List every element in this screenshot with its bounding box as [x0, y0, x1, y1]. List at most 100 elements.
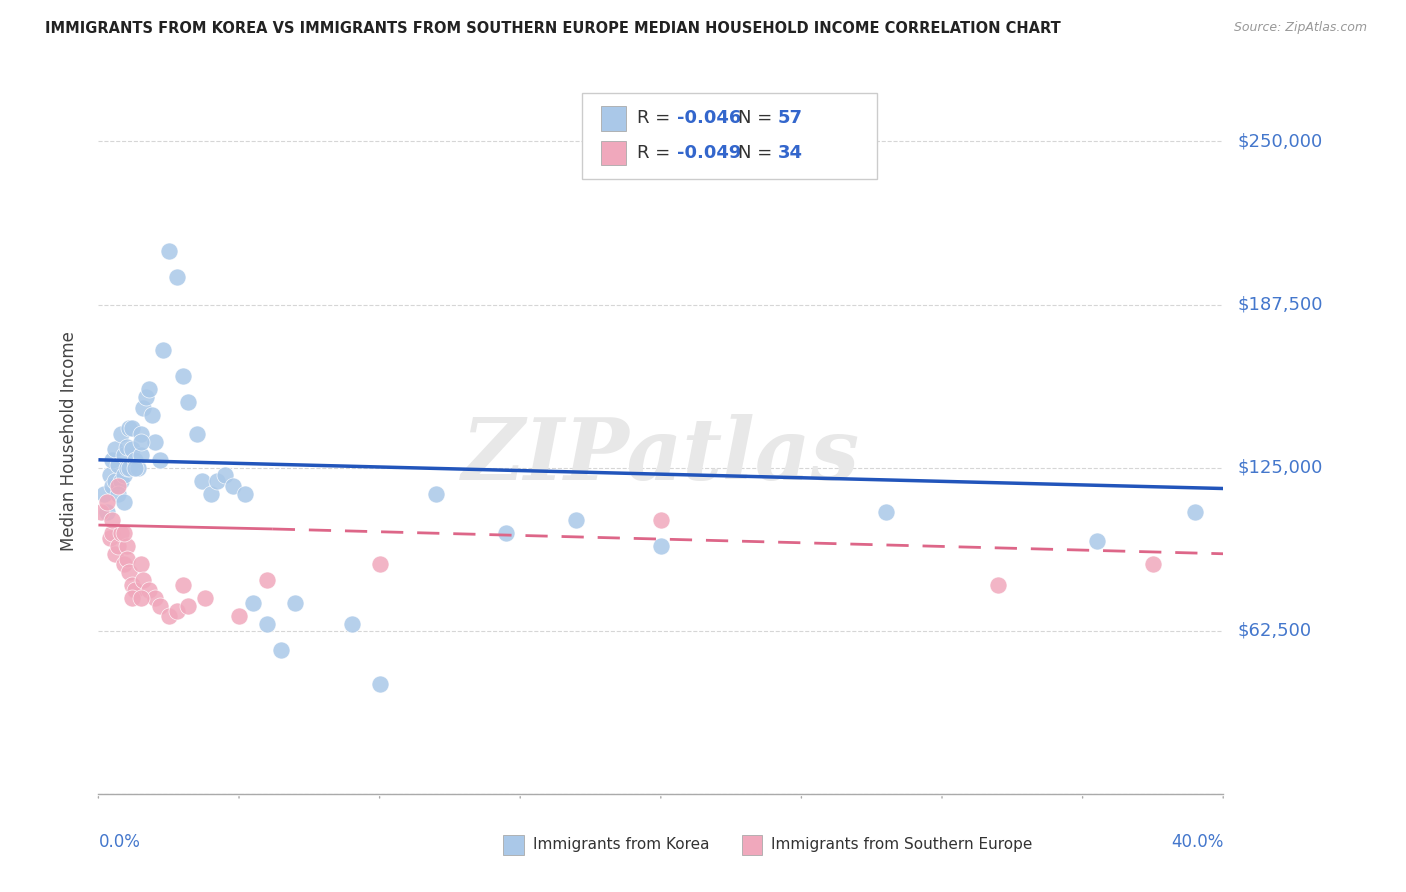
Point — [129, 448, 152, 462]
Text: R =: R = — [637, 110, 676, 128]
Point — [172, 578, 194, 592]
Text: 57: 57 — [778, 110, 803, 128]
Point — [172, 369, 194, 384]
Point — [149, 452, 172, 467]
Point — [340, 617, 363, 632]
Point — [425, 487, 447, 501]
Point — [143, 434, 166, 449]
Point — [93, 487, 115, 501]
Text: 34: 34 — [778, 145, 803, 162]
Point — [132, 401, 155, 415]
Text: $250,000: $250,000 — [1237, 132, 1323, 151]
Point — [112, 525, 135, 540]
Point — [118, 565, 141, 579]
Point — [112, 448, 135, 462]
Point — [124, 452, 146, 467]
Text: Source: ZipAtlas.com: Source: ZipAtlas.com — [1233, 21, 1367, 34]
Point — [214, 468, 236, 483]
Point — [368, 558, 391, 572]
Text: N =: N = — [738, 145, 779, 162]
Point — [121, 591, 143, 606]
Point — [1085, 533, 1108, 548]
Point — [987, 578, 1010, 592]
Point — [124, 460, 146, 475]
Point — [186, 426, 208, 441]
Text: 40.0%: 40.0% — [1171, 832, 1223, 851]
Point — [129, 434, 152, 449]
Point — [191, 474, 214, 488]
Point — [157, 609, 180, 624]
Point — [129, 591, 152, 606]
Point — [284, 596, 307, 610]
Point — [270, 643, 292, 657]
Text: IMMIGRANTS FROM KOREA VS IMMIGRANTS FROM SOUTHERN EUROPE MEDIAN HOUSEHOLD INCOME: IMMIGRANTS FROM KOREA VS IMMIGRANTS FROM… — [45, 21, 1060, 36]
Text: R =: R = — [637, 145, 676, 162]
Point — [166, 604, 188, 618]
Point — [132, 573, 155, 587]
Point — [115, 552, 138, 566]
Point — [110, 525, 132, 540]
Point — [129, 558, 152, 572]
Point — [256, 573, 278, 587]
Point — [149, 599, 172, 613]
Point — [110, 474, 132, 488]
Point — [565, 513, 588, 527]
Point — [110, 426, 132, 441]
Point — [1184, 505, 1206, 519]
Point — [1142, 558, 1164, 572]
Point — [138, 382, 160, 396]
Point — [112, 494, 135, 508]
Point — [650, 539, 672, 553]
Point — [177, 395, 200, 409]
Text: -0.046: -0.046 — [676, 110, 741, 128]
Text: -0.049: -0.049 — [676, 145, 741, 162]
Point — [194, 591, 217, 606]
Text: $187,500: $187,500 — [1237, 295, 1323, 313]
Point — [90, 505, 112, 519]
Text: 0.0%: 0.0% — [98, 832, 141, 851]
Y-axis label: Median Household Income: Median Household Income — [59, 332, 77, 551]
Bar — [602, 106, 626, 130]
Point — [118, 460, 141, 475]
Point — [121, 578, 143, 592]
Point — [115, 539, 138, 553]
Point — [127, 460, 149, 475]
Point — [101, 452, 124, 467]
Point — [233, 487, 256, 501]
Point — [101, 479, 124, 493]
Point — [129, 426, 152, 441]
Point — [157, 244, 180, 258]
Point — [121, 442, 143, 457]
Text: $62,500: $62,500 — [1237, 622, 1312, 640]
Text: N =: N = — [738, 110, 779, 128]
Point — [107, 487, 129, 501]
Point — [104, 442, 127, 457]
Point — [98, 531, 121, 545]
Point — [121, 421, 143, 435]
Point — [152, 343, 174, 358]
Point — [107, 539, 129, 553]
Point — [875, 505, 897, 519]
Point — [135, 390, 157, 404]
Text: Immigrants from Southern Europe: Immigrants from Southern Europe — [770, 837, 1032, 852]
Point — [115, 440, 138, 454]
Point — [650, 513, 672, 527]
Point — [141, 409, 163, 423]
Point — [96, 494, 118, 508]
Point — [200, 487, 222, 501]
Point — [138, 583, 160, 598]
Point — [177, 599, 200, 613]
Point — [101, 513, 124, 527]
Point — [112, 558, 135, 572]
Point — [107, 479, 129, 493]
Point — [107, 458, 129, 472]
Text: $125,000: $125,000 — [1237, 458, 1323, 476]
Point — [118, 421, 141, 435]
Text: ZIPatlas: ZIPatlas — [461, 414, 860, 498]
Point — [205, 474, 228, 488]
Point — [256, 617, 278, 632]
Bar — [503, 835, 523, 855]
Point — [228, 609, 250, 624]
Point — [101, 525, 124, 540]
Bar — [602, 141, 626, 165]
